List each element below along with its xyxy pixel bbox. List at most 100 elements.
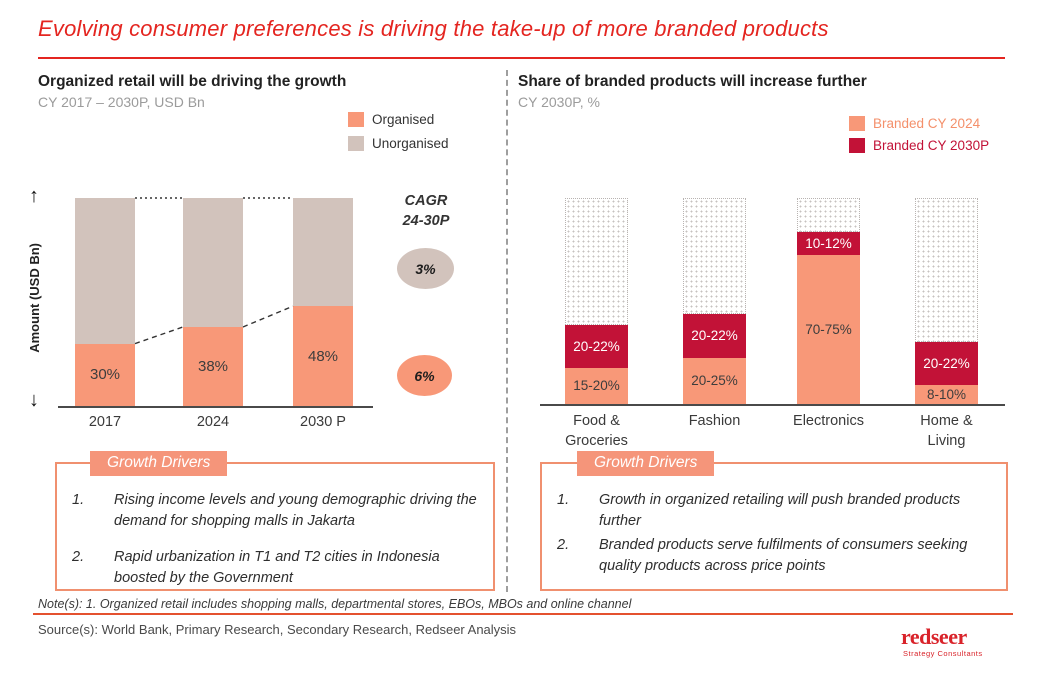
cagr-ellipse-unorganised: 3% <box>397 248 454 289</box>
stacked-bar-2024: 38% <box>183 198 243 406</box>
x-axis-line <box>58 406 373 408</box>
item-text: Rising income levels and young demograph… <box>114 492 477 530</box>
segment-unbranded-remainder <box>565 198 628 325</box>
x-tick-label: 2017 <box>88 414 122 430</box>
segment-branded-2024: 15-20% <box>565 367 628 404</box>
stacked-bar-2030 P: 48% <box>293 198 353 406</box>
stacked-bar-Fashion: 20-22% 20-25% <box>683 198 746 404</box>
page-title: Evolving consumer preferences is driving… <box>38 16 829 41</box>
legend-item-organised: Organised <box>348 112 434 127</box>
item-number: 1. <box>557 492 570 508</box>
y-axis-label: Amount (USD Bn) <box>26 243 42 353</box>
segment-unbranded-remainder <box>683 198 746 315</box>
list-item: 1. Growth in organized retailing will pu… <box>557 490 996 532</box>
list-item: 1. Rising income levels and young demogr… <box>72 490 483 532</box>
segment-label: 8-10% <box>926 386 967 402</box>
x-axis-line <box>540 404 1005 406</box>
left-chart-title: Organized retail will be driving the gro… <box>38 73 347 90</box>
segment-branded-2030p: 20-22% <box>915 342 978 386</box>
cagr-ellipse-organised: 6% <box>397 355 452 396</box>
organised-swatch <box>348 112 364 127</box>
list-item: 2. Branded products serve fulfilments of… <box>557 535 996 577</box>
segment-label: 10-12% <box>805 235 852 251</box>
stacked-bar-Home & Living: 20-22% 8-10% <box>915 198 978 404</box>
x-tick-label: Electronics <box>793 413 864 429</box>
legend-item-unorganised: Unorganised <box>348 136 449 151</box>
x-tick-label: Home & Living <box>920 413 973 449</box>
segment-organised: 30% <box>75 343 135 406</box>
branded-2024-swatch <box>849 116 865 131</box>
logo-tagline: Strategy Consultants <box>903 649 983 658</box>
segment-unorganised <box>293 198 353 307</box>
cagr-heading: CAGR 24-30P <box>402 193 450 229</box>
segment-unorganised <box>75 198 135 344</box>
segment-label: 38% <box>197 357 229 375</box>
item-number: 2. <box>557 537 570 554</box>
organized-retail-chart: 30% 2017 38% 2024 48% 2030 P <box>58 190 378 440</box>
segment-branded-2024: 20-25% <box>683 357 746 404</box>
segment-label: 30% <box>89 366 121 384</box>
notes-underline <box>33 613 1013 615</box>
segment-label: 48% <box>307 347 339 365</box>
branded-share-chart: 20-22% 15-20% Food & Groceries 20-22% 20-25%… <box>540 190 1005 449</box>
legend-label: Organised <box>372 112 435 127</box>
legend-label: Branded CY 2024 <box>873 116 981 131</box>
segment-organised: 48% <box>293 306 353 406</box>
arrow-up-icon: ↑ <box>29 185 39 207</box>
cagr-value: 6% <box>414 367 435 384</box>
item-number: 1. <box>72 492 85 508</box>
arrow-down-icon: ↓ <box>29 388 39 411</box>
item-number: 2. <box>72 549 85 566</box>
notes-text: Note(s): 1. Organized retail includes sh… <box>38 597 632 611</box>
segment-unbranded-remainder <box>915 198 978 343</box>
segment-branded-2030p: 10-12% <box>797 232 860 255</box>
cagr-value: 3% <box>415 260 436 277</box>
segment-branded-2024: 8-10% <box>915 385 978 404</box>
stacked-bar-2017: 30% <box>75 198 135 406</box>
segment-label: 20-22% <box>573 338 620 354</box>
item-text: Growth in organized retailing will push … <box>599 492 961 530</box>
x-tick-label: 2024 <box>196 414 230 430</box>
redseer-logo: redseer Strategy Consultants <box>901 624 1001 659</box>
legend-item-branded-2024: Branded CY 2024 <box>849 116 980 131</box>
left-chart-y-axis: ↑ Amount (USD Bn) ↓ <box>22 186 46 410</box>
segment-unorganised <box>183 198 243 327</box>
stacked-bar-Electronics: 10-12% 70-75% <box>797 198 860 404</box>
growth-drivers-tab: Growth Drivers <box>90 451 228 476</box>
source-text: Source(s): World Bank, Primary Research,… <box>38 622 517 637</box>
unorganised-swatch <box>348 136 364 151</box>
legend-item-branded-2030p: Branded CY 2030P <box>849 138 989 153</box>
growth-drivers-box-right: Growth Drivers 1. Growth in organized re… <box>540 451 1008 591</box>
item-text: Branded products serve fulfilments of co… <box>599 537 968 575</box>
panel-divider <box>506 70 508 592</box>
branded-2030p-swatch <box>849 138 865 153</box>
x-tick-label: Fashion <box>688 413 741 429</box>
segment-label: 15-20% <box>573 378 620 394</box>
segment-label: 70-75% <box>805 321 852 337</box>
right-chart-subtitle: CY 2030P, % <box>518 94 600 110</box>
x-tick-label: 2030 P <box>300 414 346 430</box>
segment-branded-2030p: 20-22% <box>565 324 628 368</box>
segment-branded-2024: 70-75% <box>797 254 860 404</box>
stacked-bar-Food & Groceries: 20-22% 15-20% <box>565 198 628 404</box>
segment-branded-2030p: 20-22% <box>683 314 746 358</box>
growth-drivers-box-left: Growth Drivers 1. Rising income levels a… <box>55 451 495 591</box>
title-underline <box>38 57 1005 59</box>
list-item: 2. Rapid urbanization in T1 and T2 citie… <box>72 547 483 589</box>
left-chart-subtitle: CY 2017 – 2030P, USD Bn <box>38 94 205 110</box>
x-tick-label: Food & Groceries <box>565 413 628 449</box>
item-text: Rapid urbanization in T1 and T2 cities i… <box>114 549 440 587</box>
growth-drivers-list: 1. Growth in organized retailing will pu… <box>557 490 996 577</box>
segment-label: 20-22% <box>691 328 738 344</box>
segment-unbranded-remainder <box>797 198 860 232</box>
right-chart-title: Share of branded products will increase … <box>518 73 867 90</box>
legend-label: Unorganised <box>372 136 449 151</box>
growth-drivers-list: 1. Rising income levels and young demogr… <box>72 490 483 589</box>
growth-drivers-tab: Growth Drivers <box>577 451 715 476</box>
segment-label: 20-22% <box>923 356 970 372</box>
segment-organised: 38% <box>183 326 243 406</box>
logo-wordmark: redseer <box>901 624 967 649</box>
segment-label: 20-25% <box>691 373 738 389</box>
legend-label: Branded CY 2030P <box>873 138 990 153</box>
